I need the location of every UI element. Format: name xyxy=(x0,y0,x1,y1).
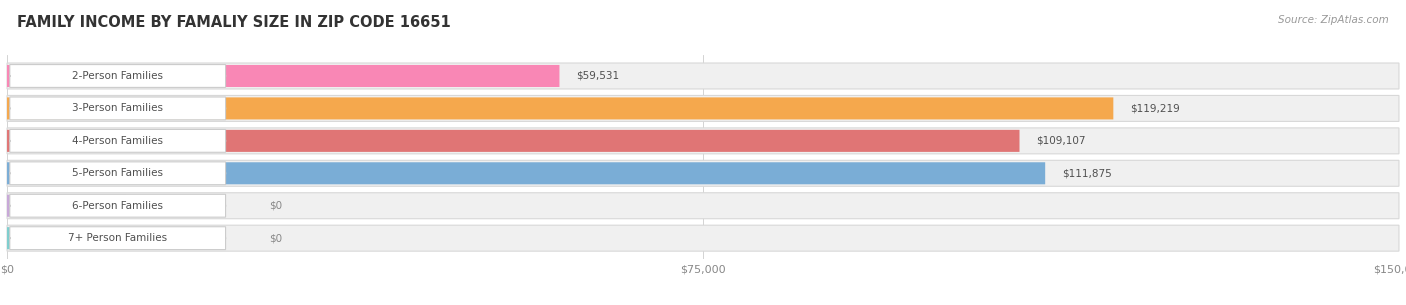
FancyBboxPatch shape xyxy=(10,97,225,120)
FancyBboxPatch shape xyxy=(7,95,1399,121)
FancyBboxPatch shape xyxy=(7,225,1399,251)
Text: Source: ZipAtlas.com: Source: ZipAtlas.com xyxy=(1278,15,1389,25)
FancyBboxPatch shape xyxy=(7,130,1019,152)
FancyBboxPatch shape xyxy=(7,193,1399,219)
Text: $119,219: $119,219 xyxy=(1130,103,1180,113)
FancyBboxPatch shape xyxy=(10,65,225,88)
FancyBboxPatch shape xyxy=(10,194,225,217)
FancyBboxPatch shape xyxy=(10,162,225,185)
Text: 2-Person Families: 2-Person Families xyxy=(72,71,163,81)
Text: $109,107: $109,107 xyxy=(1036,136,1085,146)
FancyBboxPatch shape xyxy=(10,227,225,249)
Text: $59,531: $59,531 xyxy=(576,71,619,81)
Text: 4-Person Families: 4-Person Families xyxy=(72,136,163,146)
FancyBboxPatch shape xyxy=(7,63,1399,89)
FancyBboxPatch shape xyxy=(7,160,1399,186)
FancyBboxPatch shape xyxy=(7,227,125,249)
FancyBboxPatch shape xyxy=(7,128,1399,154)
Text: 5-Person Families: 5-Person Families xyxy=(72,168,163,178)
Text: $0: $0 xyxy=(269,201,283,211)
Text: FAMILY INCOME BY FAMALIY SIZE IN ZIP CODE 16651: FAMILY INCOME BY FAMALIY SIZE IN ZIP COD… xyxy=(17,15,450,30)
Text: 3-Person Families: 3-Person Families xyxy=(72,103,163,113)
Text: 6-Person Families: 6-Person Families xyxy=(72,201,163,211)
Text: $0: $0 xyxy=(269,233,283,243)
FancyBboxPatch shape xyxy=(7,97,1114,120)
FancyBboxPatch shape xyxy=(7,195,125,217)
Text: $111,875: $111,875 xyxy=(1062,168,1112,178)
FancyBboxPatch shape xyxy=(7,65,560,87)
FancyBboxPatch shape xyxy=(7,162,1045,184)
Text: 7+ Person Families: 7+ Person Families xyxy=(67,233,167,243)
FancyBboxPatch shape xyxy=(10,129,225,152)
